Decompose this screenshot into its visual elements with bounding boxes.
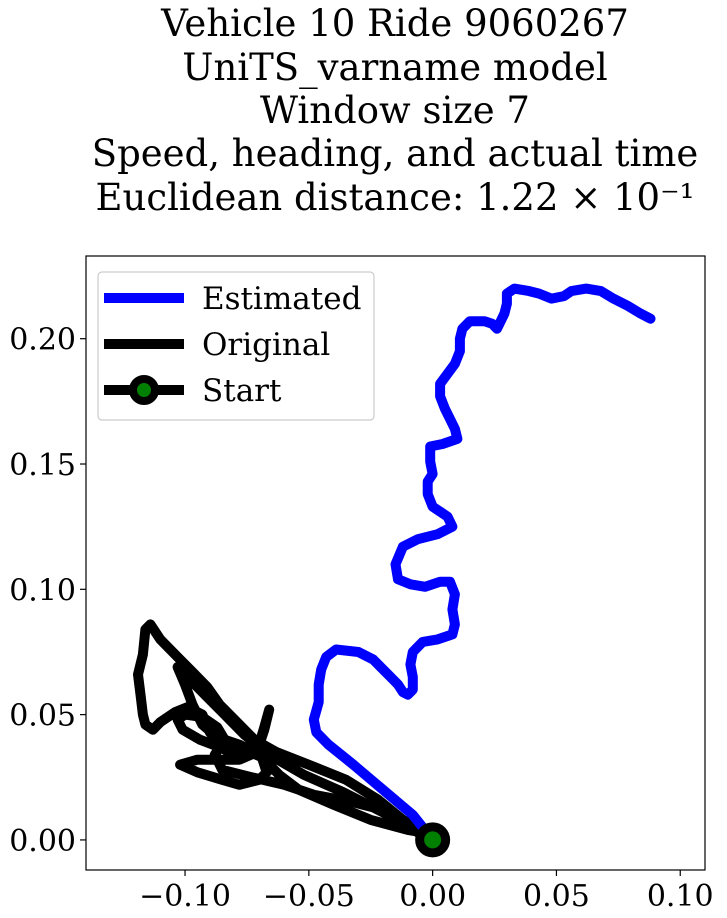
start-marker (415, 822, 451, 858)
title-line-4: Speed, heading, and actual time (92, 132, 699, 175)
x-tick-label: −0.10 (139, 879, 231, 914)
title-line-5: Euclidean distance: 1.22 × 10⁻¹ (96, 176, 695, 219)
y-tick-label: 0.00 (9, 824, 76, 859)
y-tick-label: 0.10 (9, 573, 76, 608)
x-tick-label: 0.05 (523, 879, 590, 914)
legend-box (97, 271, 375, 421)
series-line-original (133, 619, 438, 845)
legend-label-original: Original (202, 327, 330, 363)
chart-title: Vehicle 10 Ride 9060267 UniTS_varname mo… (92, 2, 699, 219)
x-tick-label: 0.00 (399, 879, 466, 914)
series-line-estimated (308, 283, 656, 845)
title-line-2: UniTS_varname model (182, 46, 607, 90)
y-tick-label: 0.15 (9, 448, 76, 483)
legend-label-start: Start (202, 373, 282, 409)
x-tick-label: −0.05 (263, 879, 355, 914)
x-tick-label: 0.10 (647, 879, 714, 914)
title-line-3: Window size 7 (260, 89, 530, 132)
legend-label-estimated: Estimated (202, 281, 361, 317)
plot-area-frame (85, 255, 706, 871)
title-line-1: Vehicle 10 Ride 9060267 (160, 2, 629, 45)
y-tick-label: 0.20 (9, 323, 76, 358)
y-tick-label: 0.05 (9, 699, 76, 734)
legend-marker-start (129, 375, 159, 405)
